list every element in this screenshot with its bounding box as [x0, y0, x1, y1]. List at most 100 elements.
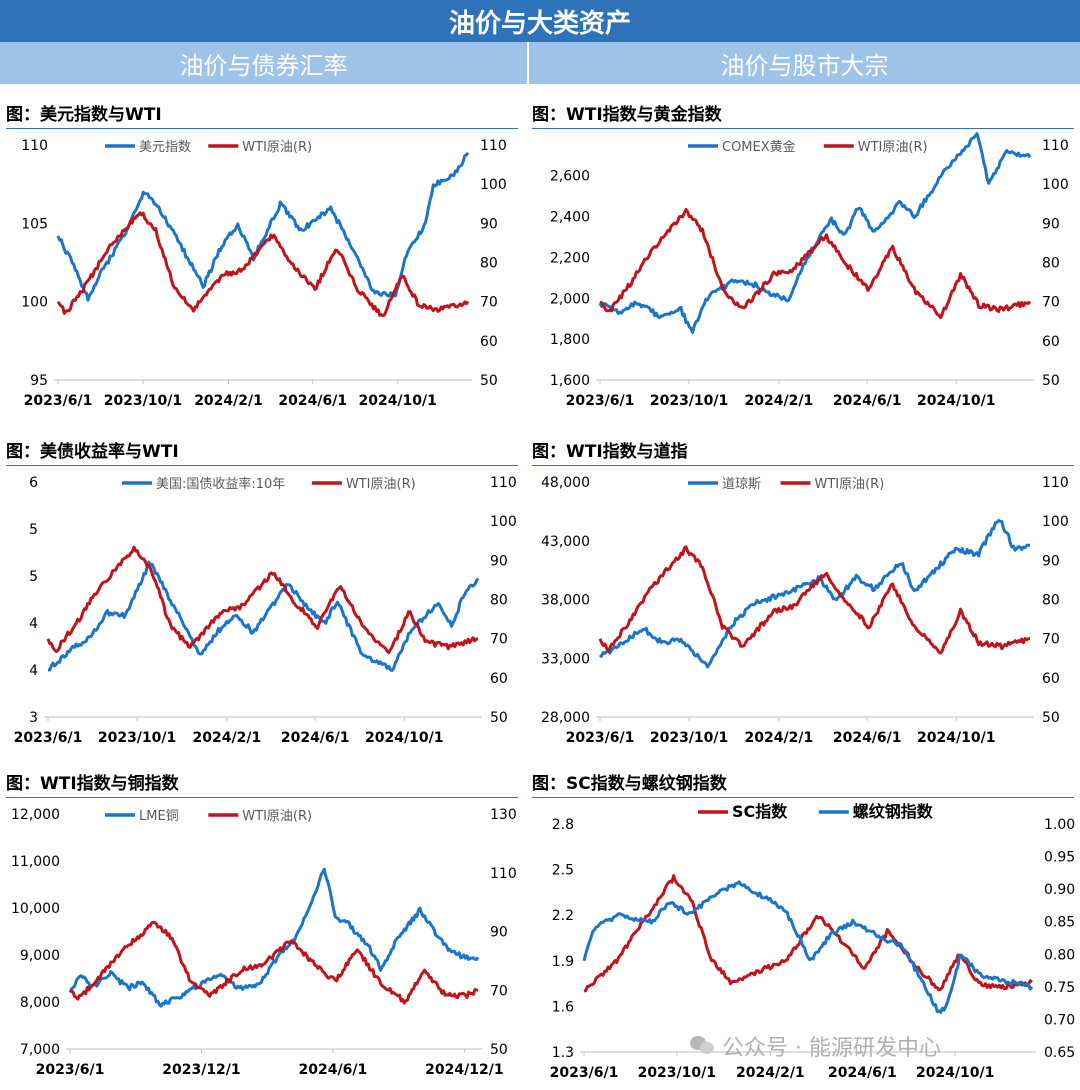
x-tick-label: 2023/10/1	[650, 730, 728, 746]
x-tick-label: 2023/10/1	[104, 393, 182, 409]
left-tick-label: 2,600	[550, 169, 590, 185]
x-tick-label: 2024/10/1	[358, 393, 436, 409]
legend-label: COMEX黄金	[722, 139, 796, 155]
x-tick-label: 2024/6/1	[278, 393, 347, 409]
legend-label: SC指数	[732, 802, 788, 821]
left-tick-label: 1.9	[552, 954, 574, 970]
left-tick-label: 100	[21, 295, 48, 311]
left-tick-label: 7,000	[20, 1042, 60, 1058]
left-tick-label: 110	[21, 138, 48, 154]
right-tick-label: 80	[490, 593, 508, 609]
left-tick-label: 1,600	[550, 373, 590, 389]
right-tick-label: 70	[490, 632, 508, 648]
panel-title-gold: 图：WTI指数与黄金指数	[532, 102, 1074, 129]
left-tick-label: 95	[30, 373, 48, 389]
legend-label: 美元指数	[139, 140, 191, 155]
panel-title-copper: 图：WTI指数与铜指数	[6, 771, 518, 798]
x-tick-label: 2024/10/1	[917, 730, 995, 746]
wechat-icon	[690, 1036, 716, 1056]
x-tick-label: 2023/6/1	[24, 393, 93, 409]
left-tick-label: 12,000	[11, 807, 60, 823]
x-tick-label: 2024/6/1	[828, 1065, 897, 1081]
right-tick-label: 0.85	[1044, 915, 1075, 931]
left-tick-label: 1.6	[552, 999, 574, 1015]
right-tick-label: 0.75	[1044, 980, 1075, 996]
left-tick-label: 48,000	[541, 475, 590, 491]
right-tick-label: 1.00	[1044, 817, 1075, 833]
chart-wti-gold: 2,600 2,400 2,200 2,000 1,800 1,600 110 100 90 80…	[550, 132, 1069, 409]
legend-label: 螺纹钢指数	[853, 802, 934, 821]
left-tick-label: 1.3	[552, 1045, 574, 1061]
watermark-text: 公众号 · 能源研发中心	[722, 1036, 941, 1061]
legend-label: LME铜	[139, 809, 179, 824]
series-line-right	[599, 208, 1032, 320]
right-tick-label: 70	[480, 295, 498, 311]
x-tick-label: 2024/6/1	[299, 1062, 368, 1078]
x-tick-label: 2024/10/1	[916, 1065, 994, 1081]
right-tick-label: 50	[1042, 373, 1060, 389]
left-tick-label: 2.8	[552, 817, 574, 833]
x-tick-label: 2023/6/1	[36, 1062, 105, 1078]
right-tick-label: 90	[490, 925, 508, 941]
left-tick-label: 10,000	[11, 901, 60, 917]
left-tick-label: 4	[29, 663, 38, 679]
series-line-right	[56, 211, 470, 318]
left-tick-label: 38,000	[541, 593, 590, 609]
right-tick-label: 70	[1042, 632, 1060, 648]
right-tick-label: 80	[1042, 593, 1060, 609]
right-tick-label: 100	[1042, 177, 1069, 193]
page-banner: 油价与大类资产	[0, 0, 1080, 42]
right-tick-label: 60	[1042, 334, 1060, 350]
right-tick-label: 110	[490, 475, 517, 491]
right-tick-label: 0.95	[1044, 850, 1075, 866]
series-line-right	[598, 545, 1031, 655]
chart-wti-copper: 12,000 11,000 10,000 9,000 8,000 7,000 130 110 9…	[11, 807, 517, 1078]
right-tick-label: 90	[490, 553, 508, 569]
right-tick-label: 70	[490, 983, 508, 999]
right-tick-label: 90	[480, 216, 498, 232]
left-tick-label: 1,800	[550, 332, 590, 348]
left-tick-label: 4	[29, 616, 38, 632]
banner-title: 油价与大类资产	[448, 8, 631, 39]
series-line-right	[69, 920, 479, 1005]
x-tick-label: 2023/10/1	[650, 393, 728, 409]
right-tick-label: 110	[490, 866, 517, 882]
section-title-right: 油价与股市大宗	[720, 51, 889, 80]
x-tick-label: 2023/6/1	[550, 1065, 619, 1081]
right-tick-label: 110	[480, 138, 507, 154]
panel-title-sc-rebar: 图：SC指数与螺纹钢指数	[532, 771, 1074, 798]
left-tick-label: 3	[29, 710, 38, 726]
right-tick-label: 80	[1042, 256, 1060, 272]
right-tick-label: 60	[1042, 671, 1060, 687]
legend-label: 道琼斯	[722, 477, 761, 492]
right-tick-label: 130	[490, 807, 517, 823]
left-tick-label: 5	[29, 522, 38, 538]
chart-sc-rebar: 2.8 2.5 2.2 1.9 1.6 1.3 1.00 0.95 0.90 0.85 0.80 0.…	[550, 802, 1076, 1081]
right-tick-label: 100	[480, 177, 507, 193]
right-tick-label: 100	[490, 514, 517, 530]
x-tick-label: 2024/10/1	[365, 730, 443, 746]
x-tick-label: 2024/6/1	[833, 393, 902, 409]
panel-title-ust: 图：美债收益率与WTI	[6, 439, 518, 466]
legend-label: WTI原油(R)	[814, 477, 884, 492]
panel-title-usd: 图：美元指数与WTI	[6, 102, 518, 129]
legend-label: WTI原油(R)	[242, 140, 312, 155]
left-tick-label: 28,000	[541, 710, 590, 726]
left-tick-label: 11,000	[11, 854, 60, 870]
right-tick-label: 80	[480, 256, 498, 272]
right-tick-label: 90	[1042, 216, 1060, 232]
left-tick-label: 5	[29, 569, 38, 585]
x-tick-label: 2023/10/1	[98, 730, 176, 746]
x-tick-label: 2023/6/1	[566, 730, 635, 746]
right-tick-label: 0.70	[1044, 1012, 1075, 1028]
x-tick-label: 2024/2/1	[745, 393, 814, 409]
right-tick-label: 110	[1042, 138, 1069, 154]
right-tick-label: 50	[480, 373, 498, 389]
x-tick-label: 2024/10/1	[917, 393, 995, 409]
x-tick-label: 2023/12/1	[162, 1062, 240, 1078]
legend-label: WTI原油(R)	[346, 477, 416, 492]
left-tick-label: 2,200	[550, 250, 590, 266]
right-tick-label: 90	[1042, 553, 1060, 569]
right-tick-label: 60	[480, 334, 498, 350]
x-tick-label: 2023/6/1	[566, 393, 635, 409]
